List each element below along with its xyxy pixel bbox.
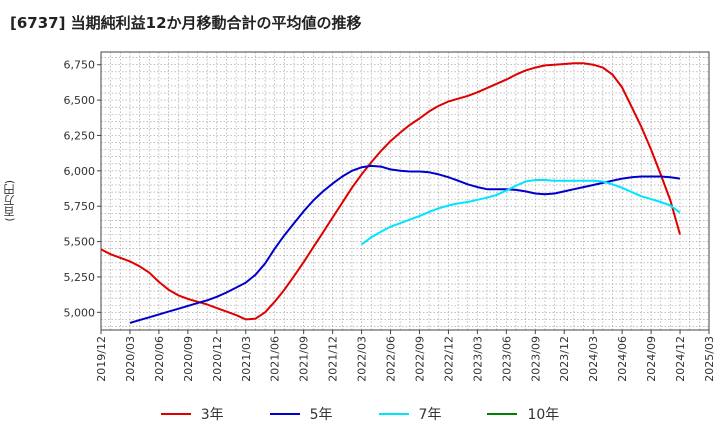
x-tick-label: 2022/06 (385, 336, 398, 382)
x-tick-label: 2020/03 (124, 336, 137, 382)
x-tick-label: 2022/12 (442, 336, 455, 382)
legend-swatch-10y (487, 413, 518, 415)
series-line-7年 (361, 179, 681, 246)
x-tick-label: 2023/06 (500, 336, 513, 382)
legend-label-3y: 3年 (200, 407, 224, 423)
y-tick-label: 5,750 (64, 200, 96, 213)
plot-area-border (100, 51, 710, 331)
legend-item-3y[interactable]: 3年 (160, 404, 224, 424)
series-line-5年 (129, 164, 681, 324)
legend-label-5y: 5年 (309, 407, 333, 423)
x-tick-label: 2020/12 (211, 336, 224, 382)
legend-swatch-7y (378, 413, 409, 415)
x-tick-label: 2025/03 (703, 336, 716, 382)
legend-item-7y[interactable]: 7年 (378, 404, 442, 424)
x-tick-label: 2023/09 (529, 336, 542, 382)
legend-swatch-3y (160, 413, 191, 415)
x-tick-label: 2023/03 (471, 336, 484, 382)
legend-item-10y[interactable]: 10年 (487, 404, 559, 424)
x-tick-label: 2023/12 (558, 336, 571, 382)
y-tick-label: 6,000 (64, 165, 96, 178)
legend: 3年 5年 7年 10年 (0, 404, 720, 424)
legend-label-7y: 7年 (418, 407, 442, 423)
x-tick-label: 2021/09 (298, 336, 311, 382)
chart-title: [6737] 当期純利益12か月移動合計の平均値の推移 (10, 14, 362, 32)
y-tick-label: 5,000 (64, 306, 96, 319)
series-line-3年 (100, 62, 681, 321)
y-tick-label: 6,250 (64, 129, 96, 142)
legend-item-5y[interactable]: 5年 (269, 404, 333, 424)
legend-label-10y: 10年 (527, 407, 560, 423)
x-tick-label: 2024/09 (645, 336, 658, 382)
x-tick-label: 2024/03 (587, 336, 600, 382)
x-tick-label: 2022/03 (356, 336, 369, 382)
y-tick-label: 6,750 (64, 59, 96, 72)
x-tick-label: 2021/03 (240, 336, 253, 382)
x-tick-label: 2024/12 (674, 336, 687, 382)
y-tick-label: 6,500 (64, 94, 96, 107)
legend-swatch-5y (269, 413, 300, 415)
y-tick-label: 5,250 (64, 271, 96, 284)
x-tick-label: 2020/06 (153, 336, 166, 382)
x-tick-label: 2021/12 (327, 336, 340, 382)
x-tick-label: 2022/09 (413, 336, 426, 382)
x-tick-label: 2021/06 (269, 336, 282, 382)
x-tick-label: 2020/09 (182, 336, 195, 382)
y-tick-label: 5,500 (64, 236, 96, 249)
x-tick-label: 2024/06 (616, 336, 629, 382)
x-tick-label: 2019/12 (95, 336, 108, 382)
